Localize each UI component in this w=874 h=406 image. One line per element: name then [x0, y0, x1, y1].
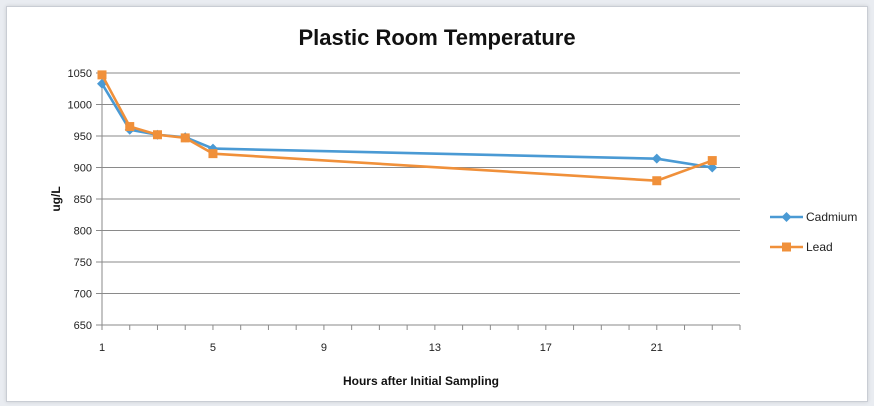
- data-point-lead: [652, 176, 662, 186]
- y-tick-label: 650: [74, 320, 92, 332]
- y-tick-label: 850: [74, 194, 92, 206]
- series-line-cadmium: [100, 83, 713, 169]
- x-tick-label: 17: [540, 342, 552, 354]
- chart-title: Plastic Room Temperature: [298, 25, 576, 50]
- y-axis-label: ug/L: [49, 186, 63, 211]
- data-point-lead: [125, 122, 135, 132]
- y-tick-label: 950: [74, 131, 92, 143]
- gridlines: [96, 72, 740, 326]
- legend-item-lead: Lead: [770, 240, 833, 254]
- y-tick-label: 700: [74, 289, 92, 301]
- chart-frame: [6, 6, 868, 402]
- x-tick-label: 1: [99, 342, 105, 354]
- series-cadmium: [97, 78, 718, 173]
- legend-marker-cadmium: [781, 212, 792, 222]
- series-line-lead: [100, 74, 713, 183]
- legend-label-cadmium: Cadmium: [806, 210, 857, 224]
- data-point-lead: [180, 133, 190, 143]
- data-point-cadmium: [651, 153, 662, 164]
- data-point-lead: [152, 130, 162, 140]
- legend: Cadmium Lead: [770, 210, 857, 254]
- data-point-lead: [97, 70, 107, 80]
- y-tick-label: 900: [74, 163, 92, 175]
- series-layer: [97, 70, 718, 186]
- x-tick-label: 13: [429, 342, 441, 354]
- data-point-lead: [208, 149, 218, 159]
- data-point-lead: [707, 156, 717, 166]
- x-tick-label: 21: [651, 342, 663, 354]
- series-lead: [97, 70, 717, 186]
- y-tick-label: 1000: [68, 100, 92, 112]
- axes: [101, 73, 741, 330]
- legend-marker-lead: [782, 242, 791, 252]
- tick-labels: 650 700 750 800 850 900 950 1000 1050 1 5 9 13 17 21: [68, 68, 663, 354]
- x-axis-label: Hours after Initial Sampling: [343, 374, 499, 388]
- x-tick-label: 9: [321, 342, 327, 354]
- legend-label-lead: Lead: [806, 240, 833, 254]
- x-tick-label: 5: [210, 342, 216, 354]
- y-tick-label: 1050: [68, 68, 92, 80]
- y-tick-label: 750: [74, 257, 92, 269]
- y-tick-label: 800: [74, 226, 92, 238]
- legend-item-cadmium: Cadmium: [770, 210, 857, 224]
